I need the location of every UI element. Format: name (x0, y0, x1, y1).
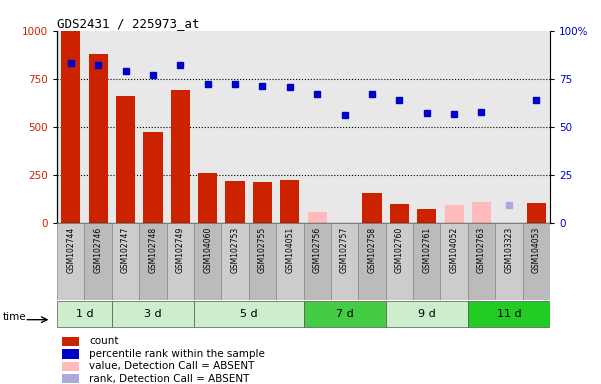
Bar (62, 374, 79, 384)
Bar (249, 223, 276, 300)
Bar (468, 223, 495, 300)
Bar (441, 223, 468, 300)
Bar (166, 223, 194, 300)
Bar (468, 301, 550, 327)
Bar (221, 223, 249, 300)
Text: value, Detection Call = ABSENT: value, Detection Call = ABSENT (89, 361, 254, 371)
Bar (276, 223, 304, 300)
Bar (495, 223, 522, 300)
Text: GSM102753: GSM102753 (231, 227, 240, 273)
Bar (413, 223, 441, 300)
Text: count: count (89, 336, 118, 346)
Bar (88, 54, 108, 223)
Bar (194, 223, 221, 300)
Bar (253, 182, 272, 223)
Bar (522, 223, 550, 300)
Text: GSM102744: GSM102744 (66, 227, 75, 273)
Text: GSM102761: GSM102761 (423, 227, 431, 273)
Bar (85, 223, 112, 300)
Bar (57, 301, 112, 327)
Text: percentile rank within the sample: percentile rank within the sample (89, 349, 265, 359)
Text: 1 d: 1 d (76, 309, 93, 319)
Text: GSM104051: GSM104051 (285, 227, 294, 273)
Bar (304, 223, 331, 300)
Bar (362, 193, 382, 223)
Bar (62, 337, 79, 346)
Text: rank, Detection Call = ABSENT: rank, Detection Call = ABSENT (89, 374, 249, 384)
Bar (61, 31, 81, 223)
Text: GSM104060: GSM104060 (203, 227, 212, 273)
Bar (386, 301, 468, 327)
Bar (116, 96, 135, 223)
Bar (62, 362, 79, 371)
Bar (390, 204, 409, 223)
Bar (472, 202, 491, 223)
Text: 7 d: 7 d (336, 309, 353, 319)
Bar (198, 173, 218, 223)
Text: GSM102760: GSM102760 (395, 227, 404, 273)
Text: GSM102763: GSM102763 (477, 227, 486, 273)
Bar (308, 212, 327, 223)
Bar (445, 205, 464, 223)
Text: GSM102756: GSM102756 (313, 227, 322, 273)
Text: GSM103323: GSM103323 (504, 227, 513, 273)
Bar (62, 349, 79, 359)
Bar (331, 223, 358, 300)
Bar (526, 203, 546, 223)
Text: GSM102758: GSM102758 (367, 227, 376, 273)
Text: 3 d: 3 d (144, 309, 162, 319)
Text: 9 d: 9 d (418, 309, 436, 319)
Bar (280, 180, 299, 223)
Text: time: time (3, 312, 26, 322)
Text: GDS2431 / 225973_at: GDS2431 / 225973_at (57, 17, 200, 30)
Bar (144, 132, 162, 223)
Text: GSM104053: GSM104053 (532, 227, 541, 273)
Bar (304, 301, 386, 327)
Text: 5 d: 5 d (240, 309, 258, 319)
Text: GSM104052: GSM104052 (450, 227, 459, 273)
Text: GSM102748: GSM102748 (148, 227, 157, 273)
Bar (171, 90, 190, 223)
Bar (386, 223, 413, 300)
Text: 11 d: 11 d (496, 309, 521, 319)
Text: GSM102747: GSM102747 (121, 227, 130, 273)
Bar (57, 223, 85, 300)
Text: GSM102749: GSM102749 (176, 227, 185, 273)
Text: GSM102757: GSM102757 (340, 227, 349, 273)
Bar (112, 301, 194, 327)
Bar (358, 223, 386, 300)
Bar (112, 223, 139, 300)
Bar (139, 223, 166, 300)
Bar (194, 301, 304, 327)
Text: GSM102746: GSM102746 (94, 227, 103, 273)
Bar (225, 182, 245, 223)
Bar (417, 209, 436, 223)
Text: GSM102755: GSM102755 (258, 227, 267, 273)
